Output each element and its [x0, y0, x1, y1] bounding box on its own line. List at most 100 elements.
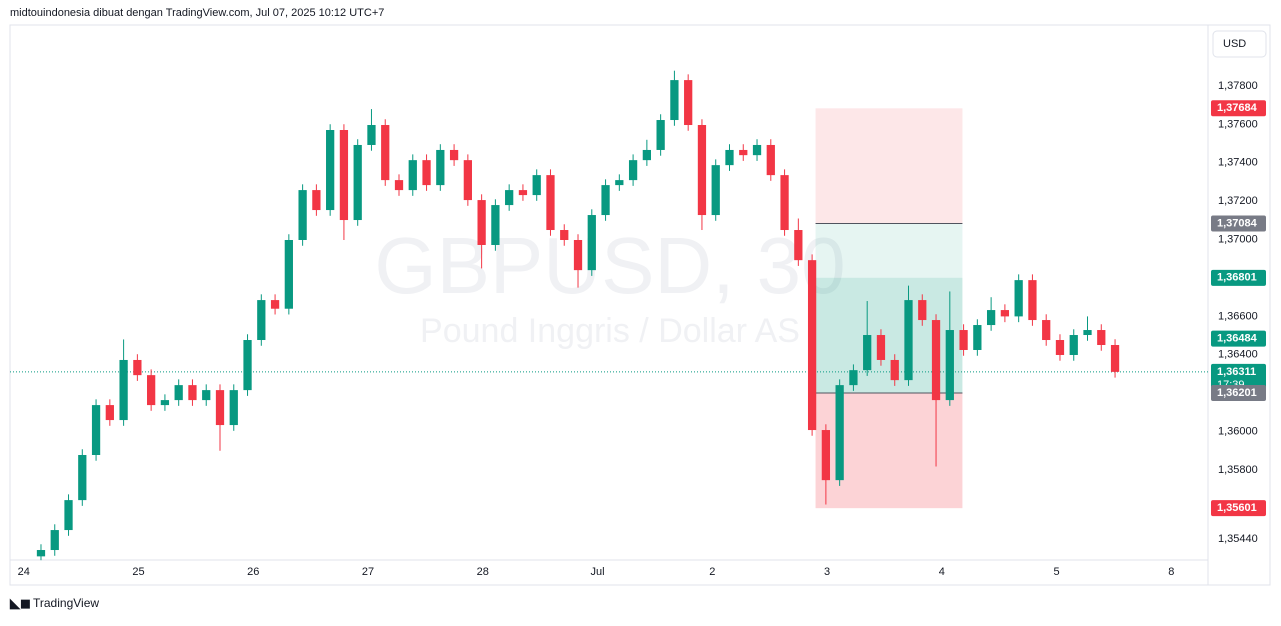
- candle-body: [477, 200, 486, 245]
- candle-body: [394, 180, 404, 191]
- y-tick-label: 1,36000: [1218, 425, 1258, 437]
- position-zone: [815, 277, 963, 393]
- candle-body: [835, 385, 844, 481]
- candle-body: [422, 160, 431, 186]
- y-tick-label: 1,36400: [1218, 349, 1258, 361]
- candle-body: [1097, 330, 1106, 346]
- currency-button[interactable]: [1212, 30, 1267, 58]
- candle-body: [656, 120, 665, 150]
- candle-body: [174, 385, 183, 401]
- candle-body: [1110, 345, 1120, 372]
- candle-body: [587, 215, 596, 271]
- candle-body: [147, 375, 156, 406]
- candle-body: [1028, 280, 1037, 321]
- y-tick-label: 1,37000: [1218, 234, 1258, 246]
- x-tick-label: 4: [939, 566, 945, 578]
- candle-body: [670, 80, 679, 121]
- candle-body: [215, 390, 225, 426]
- candle-body: [959, 330, 968, 350]
- y-tick-label: 1,37200: [1218, 195, 1258, 207]
- candle-body: [642, 149, 651, 161]
- candle-body: [270, 300, 280, 309]
- position-zone: [815, 223, 963, 278]
- price-label: [1211, 269, 1266, 286]
- candle-body: [408, 160, 417, 191]
- candle-body: [518, 190, 528, 196]
- position-zone: [815, 108, 963, 224]
- candle-body: [1042, 320, 1051, 341]
- candle-body: [436, 149, 445, 186]
- candle-body: [491, 205, 500, 245]
- candle-body: [904, 300, 913, 381]
- candle-body: [945, 330, 954, 401]
- candle-body: [890, 359, 899, 381]
- candle-body: [876, 335, 886, 360]
- price-label-text: 1,36201: [1217, 387, 1257, 399]
- candle-body: [794, 230, 803, 261]
- frame: [9, 24, 1271, 586]
- candle-body: [36, 550, 46, 557]
- x-tick-label: 27: [362, 566, 374, 578]
- x-tick-label: 28: [477, 566, 489, 578]
- candle-body: [615, 180, 624, 186]
- candle-body: [821, 430, 831, 481]
- footer-brand: TradingView: [33, 596, 99, 610]
- candle-body: [711, 165, 720, 216]
- x-tick-label: 8: [1168, 566, 1174, 578]
- price-label: [1211, 100, 1266, 117]
- price-label: [1211, 363, 1266, 392]
- candle-body: [863, 335, 872, 371]
- candle-body: [573, 239, 583, 271]
- price-label: [1211, 500, 1266, 517]
- candle-body: [188, 385, 197, 401]
- candle-body: [312, 190, 321, 211]
- candle-body: [257, 300, 266, 341]
- candle-body: [119, 359, 128, 421]
- candle-body: [780, 175, 789, 231]
- watermark-title: GBPUSD, 30: [374, 221, 845, 310]
- candle-body: [91, 405, 101, 455]
- candle-body: [546, 175, 555, 231]
- watermark-subtitle: Pound Inggris / Dollar AS: [420, 312, 800, 350]
- candle-body: [202, 390, 211, 401]
- candle-body: [807, 260, 817, 431]
- candle-body: [739, 149, 748, 156]
- header: midtouindonesia dibuat dengan TradingVie…: [10, 7, 384, 19]
- candle-body: [684, 80, 693, 126]
- candle-body: [463, 160, 472, 201]
- candle-body: [697, 125, 707, 216]
- candle-body: [326, 130, 335, 211]
- price-label: [1211, 215, 1266, 232]
- candle-body: [133, 359, 142, 376]
- x-tick-label: 5: [1053, 566, 1059, 578]
- y-tick-label: 1,35440: [1218, 533, 1258, 545]
- candle-body: [50, 530, 59, 551]
- candle-body: [752, 144, 762, 156]
- candle-body: [160, 400, 170, 406]
- price-label-text: 1,35601: [1217, 502, 1257, 514]
- price-label-text: 1,37684: [1217, 102, 1258, 114]
- candle-body: [849, 370, 858, 386]
- candle-body: [560, 230, 569, 240]
- candle-body: [628, 160, 638, 181]
- candle-body: [725, 149, 734, 166]
- y-tick-label: 1,37800: [1218, 80, 1258, 92]
- x-tick-label: 3: [824, 566, 830, 578]
- candle-body: [931, 320, 941, 401]
- candle-body: [1014, 280, 1023, 317]
- candle-body: [367, 125, 376, 145]
- price-label: [1211, 330, 1266, 347]
- candle-body: [1055, 340, 1065, 355]
- candle-body: [64, 500, 73, 531]
- price-label-text: 1,36484: [1217, 333, 1258, 345]
- price-label-text: 1,37084: [1217, 217, 1258, 229]
- candle-body: [505, 190, 514, 206]
- x-tick-label: 24: [18, 566, 30, 578]
- candle-body: [229, 390, 238, 426]
- currency-label: USD: [1223, 38, 1246, 50]
- x-tick-label: 26: [247, 566, 259, 578]
- candle-body: [601, 185, 610, 216]
- price-label-text: 1,36801: [1217, 272, 1257, 284]
